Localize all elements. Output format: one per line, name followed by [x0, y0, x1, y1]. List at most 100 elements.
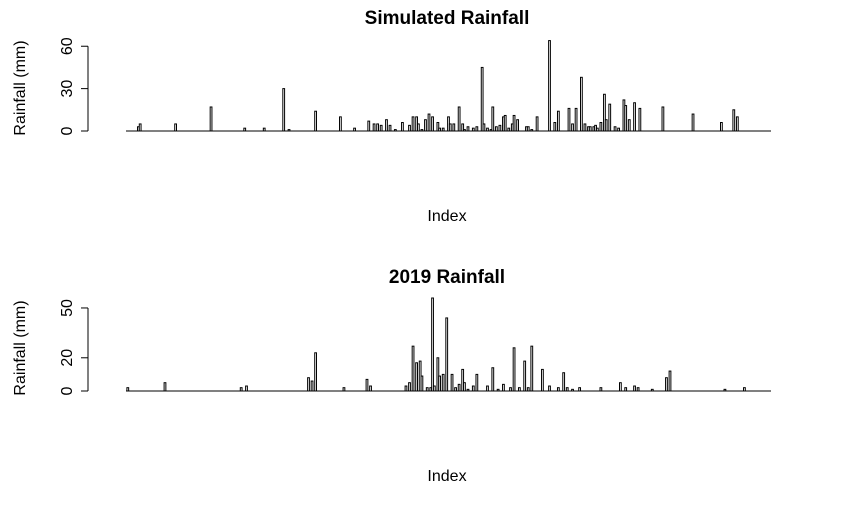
bar [457, 106, 461, 132]
bar [486, 385, 489, 392]
bar [287, 129, 291, 132]
bar [450, 373, 454, 392]
chart-title-simulated: Simulated Rainfall [365, 8, 530, 29]
bar [571, 123, 574, 132]
bar [482, 123, 486, 132]
bar [411, 345, 415, 392]
bar [723, 388, 727, 392]
bar [619, 382, 622, 392]
bar [494, 126, 498, 132]
bar [367, 120, 371, 132]
bar [209, 106, 213, 132]
bar [372, 123, 376, 132]
bar [548, 385, 551, 392]
bar [578, 387, 582, 392]
bar [743, 387, 746, 392]
bar [556, 110, 560, 132]
bar [556, 387, 560, 392]
bar [420, 375, 424, 392]
bar [245, 385, 248, 392]
bar [452, 123, 456, 132]
bar [262, 127, 266, 132]
bar [174, 123, 177, 132]
bar [314, 352, 317, 392]
xlabel-simulated: Index [427, 208, 466, 225]
bar [408, 382, 411, 392]
bar [432, 385, 436, 392]
bar [562, 372, 566, 392]
bar [427, 113, 431, 132]
bar [567, 107, 571, 132]
bar [498, 124, 502, 132]
bar [503, 114, 507, 132]
y-tick-label: 50 [59, 299, 76, 317]
bar [580, 76, 583, 132]
bar [282, 88, 286, 132]
bar [599, 122, 603, 132]
bar [307, 377, 310, 392]
bar [491, 367, 495, 392]
bar [408, 124, 411, 132]
bar [496, 388, 500, 392]
bar [369, 385, 372, 392]
bar [732, 109, 736, 132]
y-tick-label: 60 [59, 37, 76, 55]
y-tick-label: 0 [59, 126, 76, 135]
bar [461, 368, 465, 392]
bar [126, 387, 130, 392]
bar [163, 382, 167, 392]
bar [404, 385, 408, 392]
y-tick-label: 30 [59, 80, 76, 98]
bar [665, 377, 668, 392]
bar [595, 127, 599, 132]
bar [668, 370, 672, 392]
bar [342, 387, 346, 392]
bar [604, 119, 608, 132]
bar [530, 345, 534, 392]
bar [411, 116, 415, 132]
bar [526, 126, 530, 132]
bar [516, 119, 519, 132]
bar [454, 387, 457, 392]
bar [553, 122, 557, 132]
bar [583, 123, 587, 132]
bar [445, 317, 449, 392]
bar [388, 124, 392, 132]
bar [441, 127, 445, 132]
bar [571, 388, 574, 392]
bar [466, 388, 470, 392]
bar [617, 127, 620, 132]
bar [502, 383, 505, 392]
bar [401, 122, 404, 132]
bar [431, 116, 434, 132]
bar [457, 383, 461, 392]
bar [535, 116, 539, 132]
bar [415, 362, 418, 392]
bar [353, 127, 356, 132]
bar [565, 387, 569, 392]
bar [720, 122, 723, 132]
bar [475, 126, 479, 132]
bar [530, 129, 534, 132]
bar [480, 66, 484, 132]
bar [420, 129, 424, 132]
bar [512, 114, 516, 132]
bar [425, 387, 429, 392]
bar [627, 119, 631, 132]
bar [239, 387, 243, 392]
bar [624, 387, 628, 392]
bar [661, 106, 665, 132]
bar [441, 373, 445, 392]
bar [691, 113, 695, 132]
bar [491, 106, 495, 132]
bar [599, 387, 603, 392]
y-tick-label: 0 [59, 386, 76, 395]
y-tick-label: 20 [59, 349, 76, 367]
bar [638, 107, 642, 132]
bar [486, 127, 489, 132]
bar [314, 110, 317, 132]
bar [438, 375, 442, 392]
bar [541, 368, 544, 392]
bar [509, 387, 512, 392]
